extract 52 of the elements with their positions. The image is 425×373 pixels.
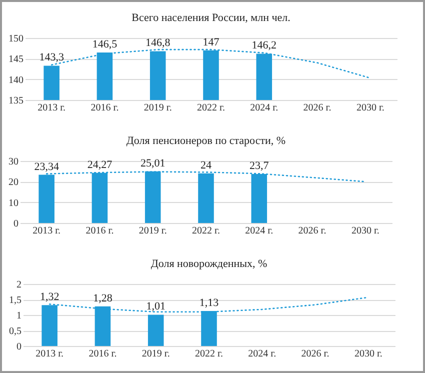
- x-tick-label: 2016 г.: [88, 348, 117, 360]
- bar: [148, 314, 164, 346]
- chart-title: Доля пенсионеров по старости, %: [126, 135, 286, 147]
- y-tick-label: 1,5: [9, 295, 22, 306]
- y-tick-label: 0,5: [9, 326, 22, 337]
- x-tick-label: 2013 г.: [32, 226, 61, 236]
- x-tick-label: 2030 г.: [351, 226, 380, 236]
- y-tick-label: 150: [8, 34, 24, 44]
- x-tick-label: 2019 г.: [138, 226, 167, 236]
- chart-title: Всего населения России, млн чел.: [132, 12, 291, 24]
- y-tick-label: 20: [8, 177, 18, 188]
- data-label: 146,2: [252, 40, 277, 52]
- x-tick-label: 2019 г.: [142, 348, 170, 360]
- x-tick-label: 2022 г.: [192, 226, 220, 236]
- data-label: 23,7: [250, 160, 270, 172]
- y-tick-label: 0: [16, 342, 22, 352]
- y-tick-label: 145: [8, 54, 24, 66]
- data-label: 143,3: [39, 52, 64, 64]
- y-tick-label: 10: [8, 198, 18, 209]
- x-tick-label: 2013 г.: [36, 348, 64, 360]
- x-tick-label: 2019 г.: [144, 102, 172, 114]
- x-tick-label: 2030 г.: [354, 348, 382, 360]
- x-tick-label: 2013 г.: [38, 102, 66, 114]
- y-tick-label: 1: [16, 310, 22, 322]
- x-tick-label: 2030 г.: [356, 102, 384, 114]
- x-tick-label: 2026 г.: [303, 102, 332, 114]
- data-label: 25,01: [140, 157, 166, 170]
- y-tick-label: 140: [8, 74, 24, 86]
- x-tick-label: 2024 г.: [245, 226, 274, 236]
- data-label: 147: [202, 36, 220, 48]
- y-tick-label: 0: [14, 218, 18, 230]
- chart-title: Доля новорожденных, %: [150, 258, 268, 270]
- data-label: 146,8: [145, 37, 171, 50]
- data-label: 24: [200, 159, 212, 172]
- x-tick-label: 2024 г.: [248, 348, 276, 360]
- x-tick-label: 2026 г.: [298, 226, 326, 236]
- data-label: 1,32: [40, 291, 60, 304]
- data-label: 1,13: [199, 296, 220, 309]
- y-tick-label: 30: [8, 156, 18, 168]
- x-tick-label: 2026 г.: [301, 348, 330, 360]
- x-tick-label: 2016 г.: [86, 226, 114, 236]
- data-label: 1,01: [146, 300, 166, 313]
- y-tick-label: 135: [8, 96, 24, 106]
- data-label: 146,5: [92, 38, 118, 50]
- data-label: 23,34: [34, 160, 60, 173]
- y-tick-label: 2: [16, 280, 22, 290]
- data-label: 24,27: [87, 158, 113, 171]
- x-tick-label: 2022 г.: [197, 102, 225, 114]
- data-label: 1,28: [93, 292, 113, 304]
- x-tick-label: 2022 г.: [195, 348, 223, 360]
- x-tick-label: 2016 г.: [90, 102, 119, 114]
- x-tick-label: 2024 г.: [250, 102, 278, 114]
